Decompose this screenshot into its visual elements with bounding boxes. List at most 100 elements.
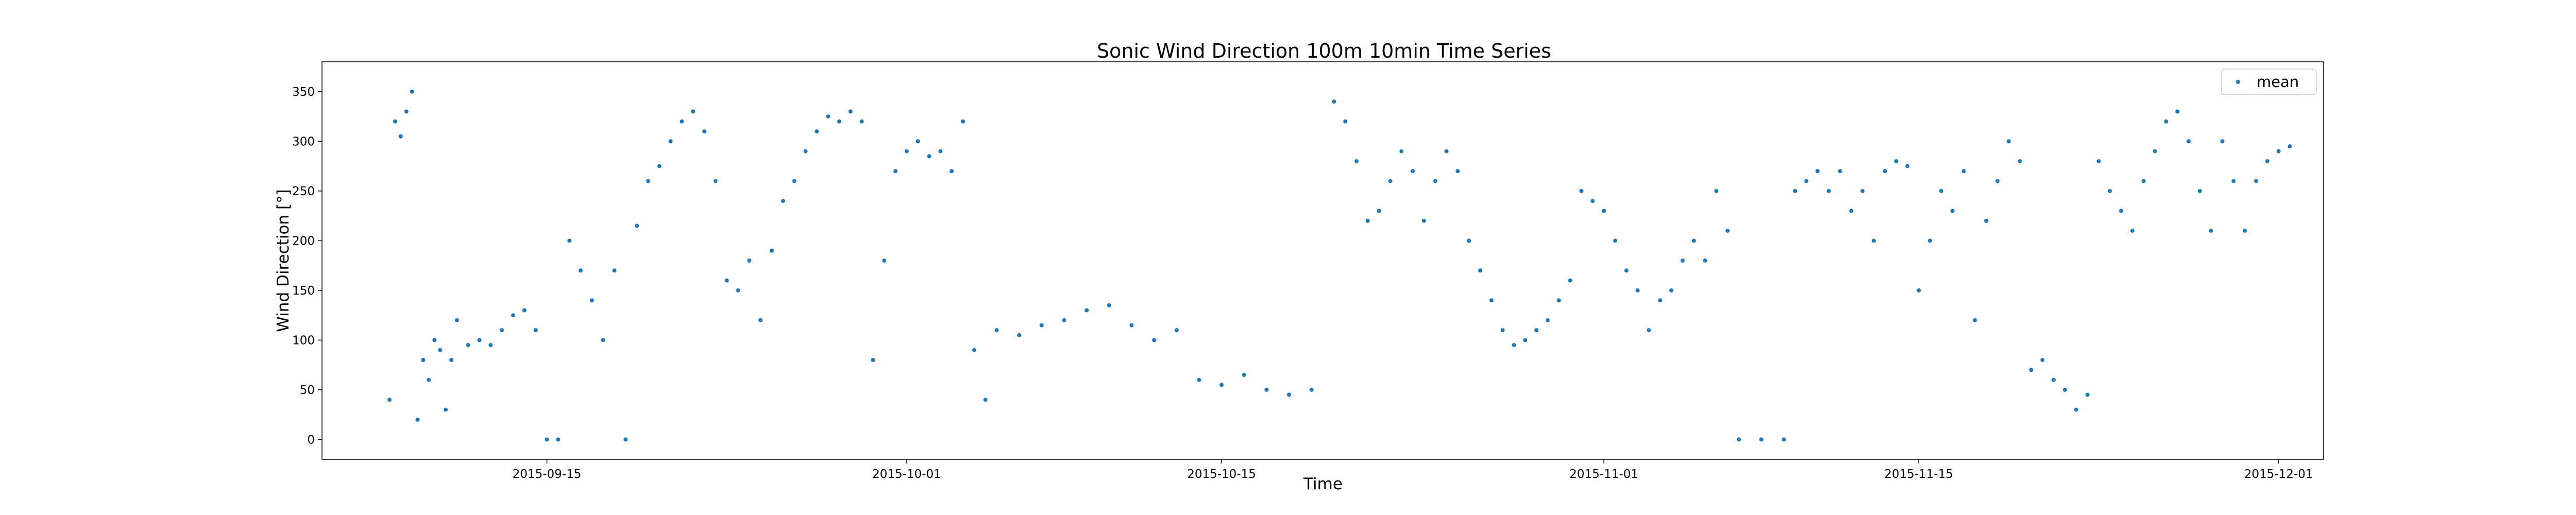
data-point xyxy=(927,154,931,159)
data-point xyxy=(1152,338,1157,342)
data-point xyxy=(601,338,605,342)
data-point xyxy=(736,288,740,293)
data-point xyxy=(1107,303,1111,307)
data-point xyxy=(545,437,549,442)
data-point xyxy=(803,149,808,153)
data-point xyxy=(579,268,583,273)
data-point xyxy=(2254,179,2258,183)
data-point xyxy=(972,348,976,352)
y-axis-label: Wind Direction [°] xyxy=(274,189,293,332)
x-tick-label: 2015-10-15 xyxy=(1187,468,1256,481)
data-point xyxy=(2209,229,2213,233)
data-point xyxy=(1838,169,1842,174)
data-point xyxy=(1894,159,1899,163)
y-tick-label: 300 xyxy=(292,135,315,148)
data-point xyxy=(2063,387,2067,392)
data-point xyxy=(668,139,673,144)
data-point xyxy=(1489,298,1494,303)
data-point xyxy=(1287,392,1291,397)
data-point xyxy=(2276,149,2281,153)
data-point xyxy=(1995,179,2000,183)
data-point xyxy=(1421,218,1426,223)
data-point xyxy=(1556,298,1561,303)
data-point xyxy=(770,248,774,253)
data-point xyxy=(1523,338,1528,342)
data-point xyxy=(1467,238,1471,243)
data-point xyxy=(404,109,409,114)
data-point xyxy=(1062,318,1066,322)
x-tick-label: 2015-12-01 xyxy=(2244,468,2313,481)
data-point xyxy=(1669,288,1674,293)
data-point xyxy=(1613,238,1617,243)
data-point xyxy=(657,164,662,168)
data-point xyxy=(2153,149,2157,153)
data-point xyxy=(1017,333,1022,337)
data-point xyxy=(511,313,515,318)
y-tick-label: 0 xyxy=(307,433,315,447)
data-point xyxy=(2040,358,2045,362)
data-point xyxy=(1826,188,1831,193)
data-point xyxy=(522,308,527,313)
legend: mean xyxy=(2221,68,2317,95)
data-point xyxy=(477,338,482,342)
data-point xyxy=(1343,119,1348,124)
data-point xyxy=(1804,179,1808,183)
data-point xyxy=(1411,169,1415,174)
data-point xyxy=(747,259,752,263)
data-point xyxy=(1714,188,1719,193)
data-point xyxy=(1703,259,1707,263)
data-point xyxy=(938,149,943,153)
data-point xyxy=(1174,328,1179,333)
y-tick-label: 50 xyxy=(300,384,315,397)
data-point xyxy=(1647,328,1651,333)
data-point xyxy=(1129,323,1134,328)
data-point xyxy=(612,268,617,273)
data-point xyxy=(1197,377,1201,382)
data-point xyxy=(646,179,650,183)
data-point xyxy=(2018,159,2022,163)
data-point xyxy=(1860,188,1865,193)
data-point xyxy=(432,338,437,342)
data-point xyxy=(567,238,572,243)
data-point xyxy=(466,343,470,347)
data-point xyxy=(1219,383,1224,387)
data-point xyxy=(2187,139,2191,144)
data-point xyxy=(758,318,763,322)
data-point xyxy=(454,318,459,322)
data-point xyxy=(837,119,841,124)
data-point xyxy=(1354,159,1359,163)
data-point xyxy=(589,298,594,303)
legend-marker xyxy=(2236,80,2240,84)
data-point xyxy=(1815,169,1820,174)
legend-box xyxy=(2221,68,2317,95)
data-point xyxy=(1872,238,1876,243)
x-tick-label: 2015-10-01 xyxy=(872,468,941,481)
data-point xyxy=(893,169,898,174)
data-point xyxy=(792,179,796,183)
data-point xyxy=(533,328,538,333)
data-point xyxy=(1590,199,1595,203)
data-point xyxy=(1849,209,1854,213)
data-point xyxy=(2141,179,2146,183)
data-point xyxy=(2164,119,2168,124)
data-point xyxy=(1939,188,1943,193)
data-point xyxy=(421,358,426,362)
data-point xyxy=(1725,229,1730,233)
data-point xyxy=(438,348,443,352)
data-point xyxy=(983,398,988,402)
data-point xyxy=(1309,387,1314,392)
data-point xyxy=(2265,159,2269,163)
data-point xyxy=(1793,188,1798,193)
data-point xyxy=(2074,407,2078,412)
data-point xyxy=(1635,288,1640,293)
x-tick-label: 2015-11-01 xyxy=(1569,468,1638,481)
legend-label-mean: mean xyxy=(2257,73,2299,91)
data-point xyxy=(410,89,414,94)
data-point xyxy=(1691,238,1696,243)
data-point xyxy=(488,343,493,347)
data-point xyxy=(1365,218,1370,223)
x-axis-ticks: 2015-09-15 2015-10-01 2015-10-15 2015-11-01… xyxy=(513,459,2313,481)
data-point xyxy=(393,119,397,124)
data-point xyxy=(427,377,431,382)
